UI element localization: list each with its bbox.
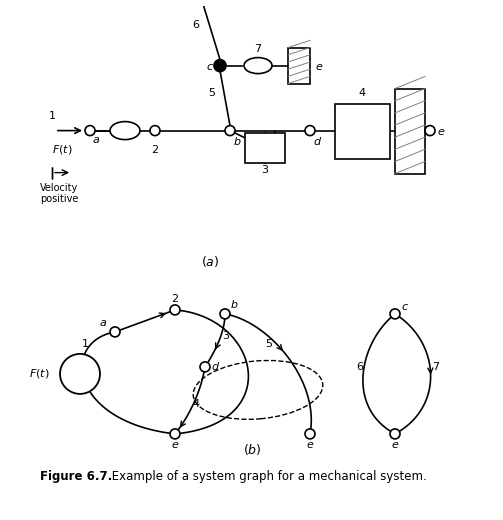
Circle shape: [200, 362, 210, 372]
Circle shape: [305, 429, 315, 439]
Text: Figure 6.7.: Figure 6.7.: [40, 470, 112, 483]
Text: 6: 6: [356, 362, 363, 372]
Text: 7: 7: [432, 362, 439, 372]
Circle shape: [225, 126, 235, 136]
Text: $e$: $e$: [437, 126, 445, 137]
Text: $e$: $e$: [391, 440, 399, 450]
Text: Velocity
positive: Velocity positive: [40, 183, 78, 204]
Text: $e$: $e$: [171, 440, 180, 450]
Text: 3: 3: [222, 331, 229, 341]
Text: $b$: $b$: [233, 135, 241, 147]
Bar: [288, 48, 310, 84]
Circle shape: [390, 309, 400, 319]
Text: $e$: $e$: [315, 61, 323, 72]
Text: 7: 7: [255, 44, 262, 54]
Text: 1: 1: [82, 339, 89, 349]
Text: $c$: $c$: [401, 302, 409, 312]
Text: 3: 3: [262, 165, 269, 175]
Text: 5: 5: [265, 339, 272, 349]
Text: 1: 1: [48, 111, 55, 121]
Text: $a$: $a$: [92, 135, 100, 145]
Circle shape: [214, 60, 226, 72]
Bar: [245, 133, 285, 163]
Text: 5: 5: [208, 87, 215, 98]
Text: $d$: $d$: [211, 360, 220, 372]
Circle shape: [220, 309, 230, 319]
Text: $F(t)$: $F(t)$: [30, 368, 50, 381]
Circle shape: [425, 126, 435, 136]
Ellipse shape: [110, 122, 140, 139]
Bar: [395, 88, 425, 174]
Text: 6: 6: [192, 20, 199, 30]
Text: 2: 2: [151, 145, 158, 154]
Circle shape: [85, 126, 95, 136]
Text: 4: 4: [192, 399, 199, 409]
Circle shape: [150, 126, 160, 136]
Circle shape: [390, 429, 400, 439]
Text: $d$: $d$: [313, 135, 322, 147]
Text: $a$: $a$: [99, 318, 107, 328]
Circle shape: [170, 305, 180, 315]
Circle shape: [110, 327, 120, 337]
Text: $b$: $b$: [230, 298, 238, 310]
Circle shape: [305, 126, 315, 136]
Text: $( b )$: $( b )$: [242, 442, 262, 457]
Text: $e$: $e$: [306, 440, 314, 450]
Text: $c$: $c$: [206, 61, 214, 72]
Text: $( a )$: $( a )$: [201, 254, 219, 269]
Circle shape: [60, 354, 100, 394]
Text: Example of a system graph for a mechanical system.: Example of a system graph for a mechanic…: [108, 470, 427, 483]
Text: $F(t)$: $F(t)$: [52, 143, 72, 156]
Text: 2: 2: [171, 294, 178, 304]
Circle shape: [197, 0, 207, 1]
Text: 4: 4: [359, 87, 366, 98]
Circle shape: [170, 429, 180, 439]
Bar: [335, 103, 390, 159]
Ellipse shape: [244, 58, 272, 74]
